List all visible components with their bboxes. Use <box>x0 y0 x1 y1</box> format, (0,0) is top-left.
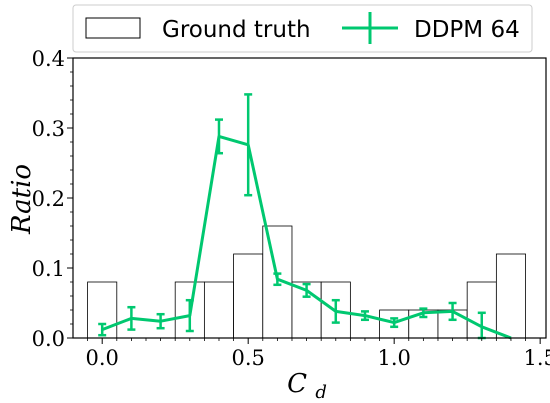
error-bar <box>273 272 282 287</box>
legend-label-ddpm: DDPM 64 <box>414 17 520 43</box>
y-tick-label: 0.2 <box>32 187 65 211</box>
y-tick-label: 0.0 <box>32 327 65 351</box>
error-bar <box>448 301 457 322</box>
error-bar <box>156 312 165 330</box>
error-bar <box>331 298 340 324</box>
histogram-bar <box>233 253 264 339</box>
error-bar <box>302 282 311 298</box>
y-tick-label: 0.3 <box>32 117 65 141</box>
x-tick-label: 1.0 <box>377 346 410 370</box>
x-tick-label: 1.5 <box>523 346 550 370</box>
error-bar <box>244 93 253 197</box>
error-bar <box>214 118 223 155</box>
error-bar <box>127 305 136 331</box>
y-tick-label: 0.1 <box>32 257 65 281</box>
legend-marker-ddpm <box>342 12 398 44</box>
x-tick-label: 0.5 <box>231 346 264 370</box>
error-bar <box>185 298 194 333</box>
legend: Ground truth DDPM 64 <box>72 4 533 53</box>
legend-swatch-ground-truth <box>85 17 141 39</box>
y-axis-label: Ratio <box>7 164 37 235</box>
y-tick-label: 0.4 <box>32 47 65 71</box>
axes: 0.0 0.5 1.0 1.5 0.0 0.1 0.2 0.3 0.4 <box>32 47 550 370</box>
x-tick-label: 0.0 <box>85 346 118 370</box>
error-bar <box>390 317 399 329</box>
histogram-bar <box>495 253 526 339</box>
legend-label-ground-truth: Ground truth <box>162 17 311 43</box>
error-bar <box>360 310 369 322</box>
error-bar <box>419 307 428 319</box>
histogram-bar <box>379 309 410 339</box>
histogram-bar <box>203 281 234 339</box>
legend-frame <box>72 4 533 53</box>
error-bar <box>98 322 107 337</box>
x-axis-label: C d <box>287 369 327 403</box>
